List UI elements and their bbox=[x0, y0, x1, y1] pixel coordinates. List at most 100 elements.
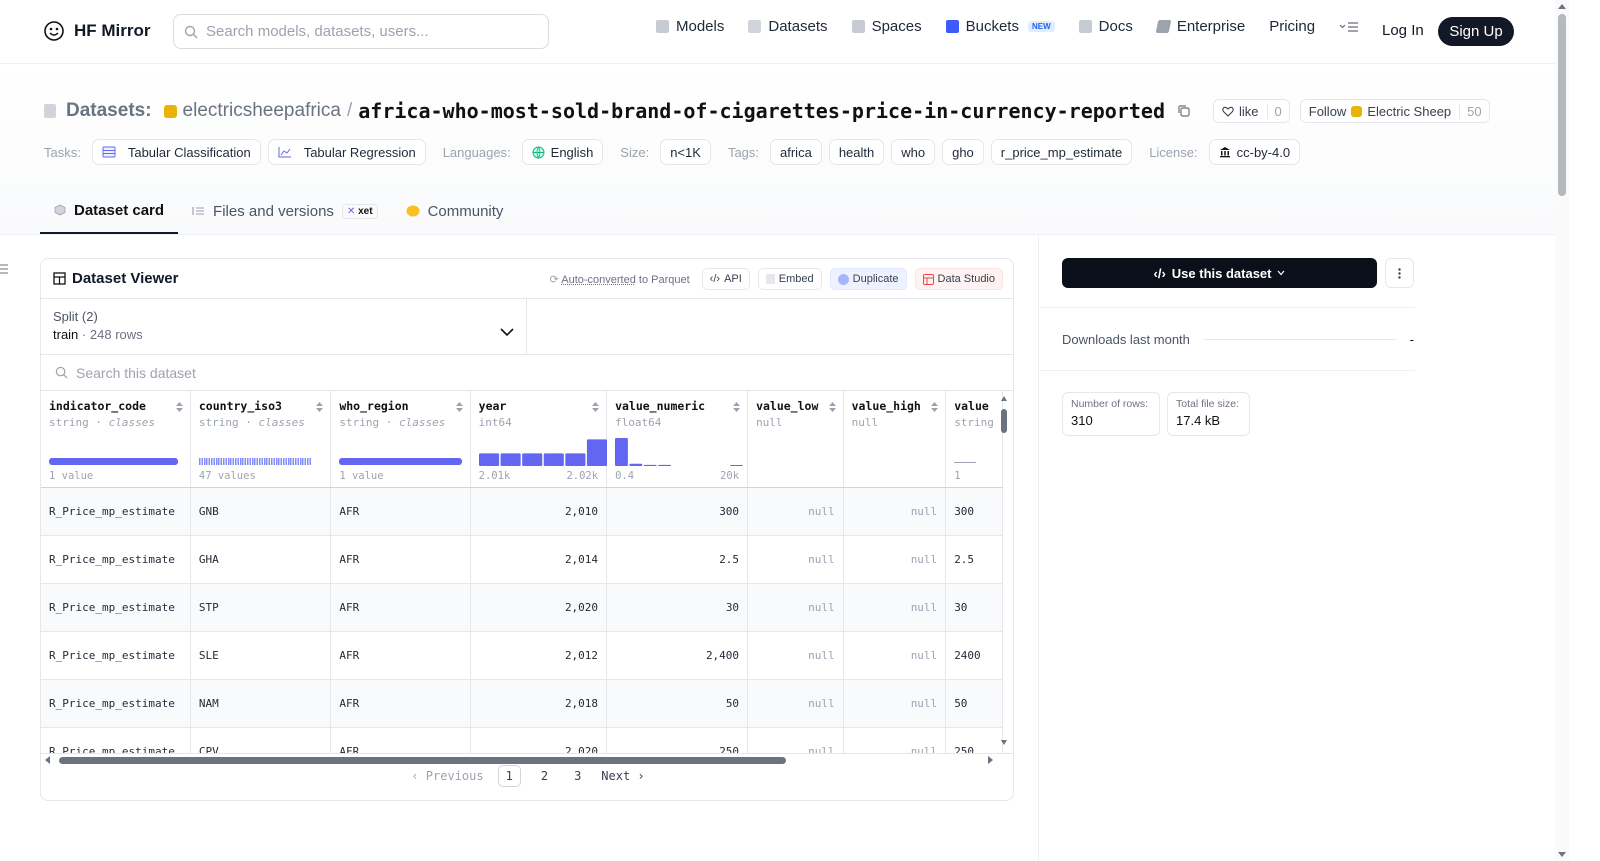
previous-page-button[interactable]: ‹ Previous bbox=[411, 769, 484, 783]
sidebar-divider bbox=[1038, 235, 1039, 861]
like-button[interactable]: like 0 bbox=[1213, 99, 1290, 123]
table-row[interactable]: R_Price_mp_estimate NAM AFR 2,018 50 null null… bbox=[41, 679, 1003, 728]
sort-icon[interactable] bbox=[930, 401, 939, 413]
value-histogram-bar[interactable] bbox=[658, 464, 672, 466]
signup-button[interactable]: Sign Up bbox=[1438, 17, 1514, 46]
sort-icon[interactable] bbox=[591, 401, 600, 413]
nav-buckets[interactable]: Buckets NEW bbox=[945, 18, 1055, 35]
global-search-input[interactable]: Search models, datasets, users... bbox=[173, 14, 549, 49]
table-cell-value-high: null bbox=[843, 535, 947, 584]
value-histogram-bar[interactable] bbox=[730, 465, 744, 466]
table-row[interactable]: R_Price_mp_estimate CPV AFR 2,020 250 null nul… bbox=[41, 727, 1003, 753]
login-link[interactable]: Log In bbox=[1382, 22, 1424, 39]
column-header-country-iso3[interactable]: country_iso3 string · classes 47 values bbox=[190, 391, 332, 488]
nav-docs[interactable]: Docs bbox=[1078, 18, 1133, 35]
tag-who[interactable]: who bbox=[891, 139, 936, 165]
table-cell-value-low: null bbox=[747, 487, 844, 536]
column-header-year[interactable]: year int64 2.01k 2.02k bbox=[470, 391, 608, 488]
year-histogram-bar[interactable] bbox=[500, 453, 521, 466]
column-header-value-low[interactable]: value_low null bbox=[747, 391, 844, 488]
task-tag-tabular-classification[interactable]: Tabular Classification bbox=[91, 139, 261, 165]
table-row[interactable]: R_Price_mp_estimate GNB AFR 2,010 300 null nul… bbox=[41, 487, 1003, 536]
split-selector[interactable]: Split (2) train · 248 rows bbox=[41, 299, 527, 355]
sidebar-toggle-icon[interactable] bbox=[0, 263, 9, 275]
column-header-value-high[interactable]: value_high null bbox=[843, 391, 947, 488]
column-header-value[interactable]: value string 1 bbox=[945, 391, 1003, 488]
size-label: Size: bbox=[620, 144, 650, 160]
column-header-value-numeric[interactable]: value_numeric float64 0.4 20k bbox=[606, 391, 749, 488]
nav-models[interactable]: Models bbox=[656, 18, 724, 35]
embed-button[interactable]: Embed bbox=[757, 268, 822, 290]
license-tag[interactable]: cc-by-4.0 bbox=[1208, 139, 1301, 165]
org-avatar-icon bbox=[163, 104, 177, 118]
sort-icon[interactable] bbox=[732, 401, 741, 413]
follow-button[interactable]: Follow Electric Sheep 50 bbox=[1299, 99, 1490, 123]
table-row[interactable]: R_Price_mp_estimate STP AFR 2,020 30 null null… bbox=[41, 583, 1003, 632]
tag-africa[interactable]: africa bbox=[770, 139, 822, 165]
table-cell-value-numeric: 2.5 bbox=[606, 535, 749, 584]
previous-label: Previous bbox=[425, 769, 484, 783]
dataset-search-input[interactable]: Search this dataset bbox=[41, 355, 1013, 391]
year-histogram-bar[interactable] bbox=[586, 439, 607, 466]
duplicate-button[interactable]: Duplicate bbox=[829, 268, 907, 290]
page-1-button[interactable]: 1 bbox=[497, 765, 521, 787]
table-horizontal-scrollbar[interactable] bbox=[44, 754, 994, 766]
tab-community[interactable]: Community bbox=[392, 188, 518, 234]
nav-more-menu[interactable] bbox=[1339, 21, 1359, 33]
column-header-who-region[interactable]: who_region string · classes 1 value bbox=[330, 391, 471, 488]
page-vertical-scrollbar[interactable] bbox=[1555, 0, 1569, 861]
refresh-icon: ⟳ bbox=[549, 273, 559, 286]
table-cell-year: 2,020 bbox=[470, 583, 608, 632]
year-histogram-bar[interactable] bbox=[564, 453, 586, 466]
sort-icon[interactable] bbox=[315, 401, 324, 413]
year-histogram-bar[interactable] bbox=[478, 453, 499, 466]
column-header-indicator-code[interactable]: indicator_code string · classes 1 value bbox=[41, 391, 191, 488]
table-vertical-scrollbar[interactable] bbox=[998, 395, 1010, 747]
data-studio-button[interactable]: Data Studio bbox=[914, 268, 1003, 290]
files-icon bbox=[192, 207, 205, 215]
task-tag-tabular-regression[interactable]: Tabular Regression bbox=[267, 139, 426, 165]
use-this-dataset-button[interactable]: ‹/› Use this dataset bbox=[1062, 258, 1377, 288]
value-histogram-bar[interactable] bbox=[629, 463, 643, 466]
column-type: string bbox=[198, 416, 239, 429]
size-stat-value: 17.4 kB bbox=[1176, 413, 1221, 428]
page-3-button[interactable]: 3 bbox=[574, 769, 582, 783]
vertical-dots-icon bbox=[1398, 267, 1401, 279]
tab-files-and-versions[interactable]: Files and versions ✕ xet bbox=[178, 188, 392, 234]
table-row[interactable]: R_Price_mp_estimate SLE AFR 2,012 2,400 null n… bbox=[41, 631, 1003, 680]
nav-enterprise[interactable]: Enterprise bbox=[1155, 18, 1245, 35]
tags-label: Tags: bbox=[727, 144, 760, 160]
api-button[interactable]: ‹/› API bbox=[701, 268, 750, 290]
tag-health[interactable]: health bbox=[828, 139, 885, 165]
copy-icon[interactable] bbox=[1177, 104, 1191, 118]
table-cell-indicator-code: R_Price_mp_estimate bbox=[41, 535, 191, 584]
sort-icon[interactable] bbox=[828, 401, 837, 413]
tag-gho[interactable]: gho bbox=[942, 139, 984, 165]
sort-icon[interactable] bbox=[455, 401, 464, 413]
tab-dataset-card[interactable]: Dataset card bbox=[40, 188, 179, 234]
repo-name-link[interactable]: africa-who-most-sold-brand-of-cigarettes… bbox=[358, 99, 1165, 123]
value-histogram-bar[interactable] bbox=[615, 438, 628, 466]
page-2-button[interactable]: 2 bbox=[540, 769, 549, 783]
nav-spaces[interactable]: Spaces bbox=[851, 18, 922, 35]
value-histogram-bar[interactable] bbox=[643, 464, 657, 466]
owner-link[interactable]: electricsheepafrica bbox=[182, 100, 341, 121]
nav-pricing[interactable]: Pricing bbox=[1269, 18, 1315, 35]
table-cell-value: 2.5 bbox=[945, 535, 1003, 584]
year-histogram-bar[interactable] bbox=[521, 453, 542, 466]
next-page-button[interactable]: Next › bbox=[601, 769, 645, 783]
language-tag-english[interactable]: English bbox=[521, 139, 604, 165]
size-tag[interactable]: n<1K bbox=[660, 139, 711, 165]
sort-icon[interactable] bbox=[175, 401, 184, 413]
datasets-breadcrumb[interactable]: Datasets: bbox=[66, 100, 152, 121]
sidebar-divider-1 bbox=[1040, 307, 1415, 308]
auto-converted-link[interactable]: Auto-converted bbox=[561, 273, 636, 286]
split-label: Split (2) bbox=[53, 309, 98, 324]
nav-datasets[interactable]: Datasets bbox=[748, 18, 828, 35]
year-histogram-bar[interactable] bbox=[543, 453, 564, 466]
brand-logo[interactable]: HF Mirror bbox=[42, 19, 151, 43]
tag-r-price-mp-estimate[interactable]: r_price_mp_estimate bbox=[990, 139, 1133, 165]
code-icon: ‹/› bbox=[709, 273, 721, 285]
table-row[interactable]: R_Price_mp_estimate GHA AFR 2,014 2.5 null nul… bbox=[41, 535, 1003, 584]
more-options-button[interactable] bbox=[1385, 258, 1414, 288]
